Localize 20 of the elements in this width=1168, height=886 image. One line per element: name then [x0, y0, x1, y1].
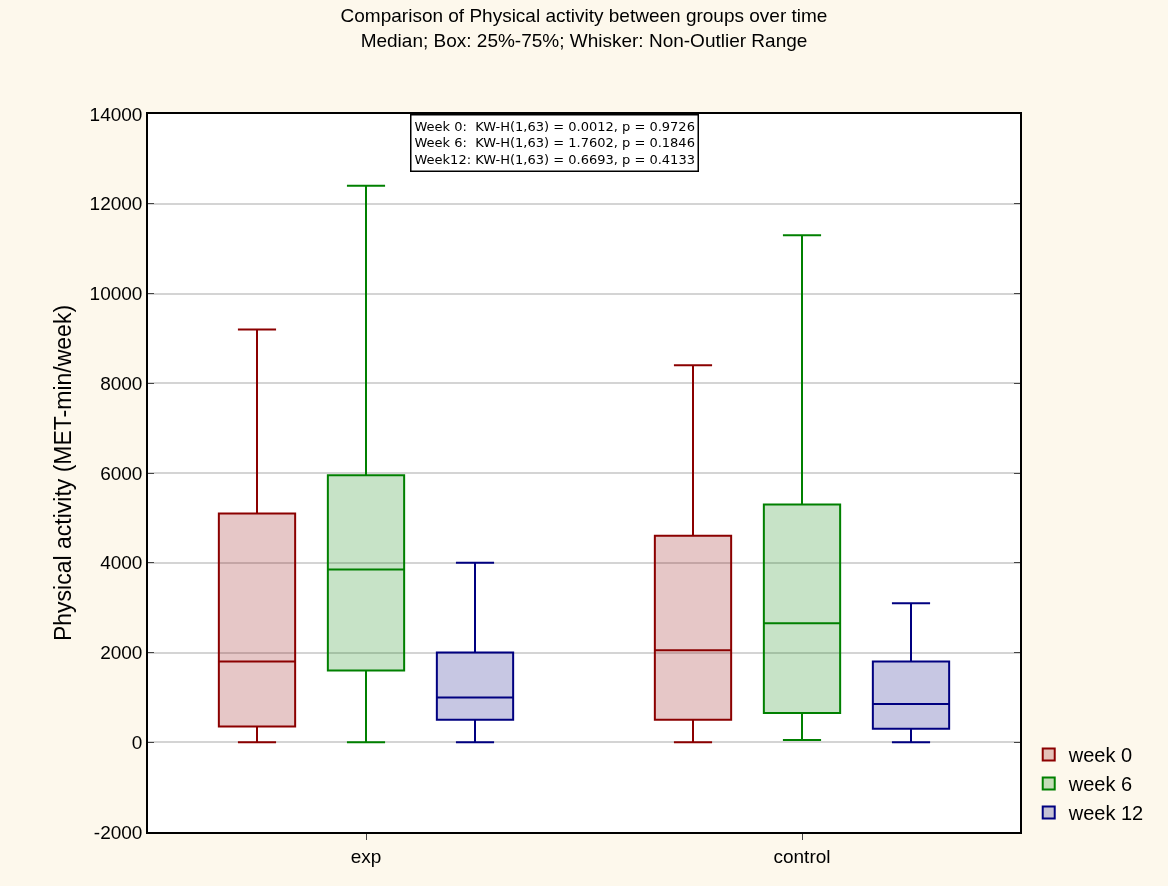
y-tick-label: 4000	[100, 552, 143, 574]
annotation: Week 6: KW-H(1,63) = 1.7602, p = 0.1846	[414, 135, 695, 151]
y-tick-label: 12000	[89, 193, 143, 215]
annotation: Week 0: KW-H(1,63) = 0.0012, p = 0.9726	[414, 118, 695, 134]
y-tick-label: 10000	[89, 283, 143, 305]
y-tick-label: -2000	[93, 821, 143, 843]
legend-label: week 0	[1067, 744, 1133, 767]
legend-label: week 12	[1067, 802, 1144, 825]
y-axis-title: Physical activity (MET-min/week)	[49, 304, 76, 642]
y-tick-label: 2000	[100, 642, 143, 664]
x-tick-label: control	[773, 845, 831, 867]
chart-title: Comparison of Physical activity between groups over time	[340, 5, 828, 27]
y-tick-label: 14000	[89, 103, 143, 125]
x-tick-label: exp	[350, 845, 382, 867]
y-tick-label: 8000	[100, 372, 143, 394]
annotation: Week12: KW-H(1,63) = 0.6693, p = 0.4133	[414, 152, 695, 168]
legend-label: week 6	[1067, 773, 1133, 796]
y-tick-label: 6000	[100, 462, 143, 484]
chart-subtitle: Median; Box: 25%-75%; Whisker: Non-Outlier Range	[360, 29, 808, 51]
y-tick-label: 0	[131, 731, 143, 753]
